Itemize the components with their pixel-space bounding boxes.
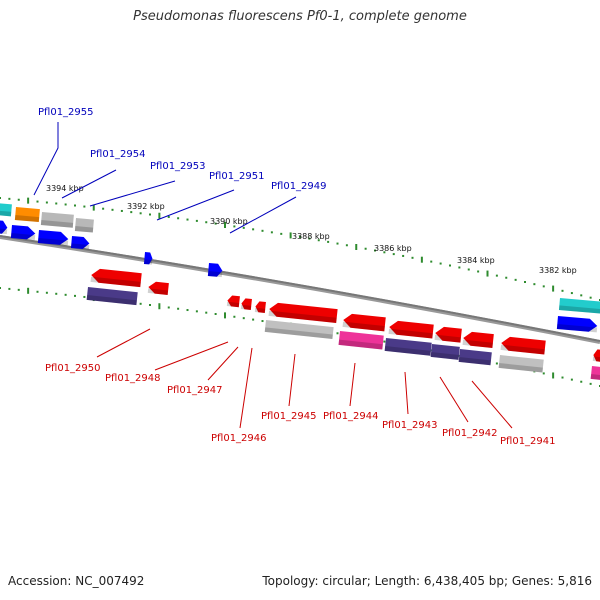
- gene-blue-5: [207, 263, 223, 278]
- gene-blue-left: [0, 220, 8, 235]
- gene-red-5: [254, 301, 266, 313]
- leader-line-2944: [349, 362, 356, 407]
- leader-line-2955: [33, 122, 59, 196]
- gene-purple-1: [86, 287, 138, 306]
- leader-line-2947: [207, 346, 239, 381]
- kbp-label-3390: 3390 kbp: [210, 217, 248, 226]
- accession-text: Accession: NC_007492: [8, 574, 145, 588]
- gene-gray-2: [74, 218, 94, 233]
- leader-line-2951: [156, 189, 235, 221]
- gene-red-10: [462, 331, 494, 349]
- gene-purple-2: [384, 338, 432, 356]
- kbp-label-3392: 3392 kbp: [127, 202, 165, 211]
- leader-line-2943: [404, 371, 409, 415]
- genome-backbone-core: [0, 235, 600, 342]
- gene-label-2955: Pfl01_2955: [38, 107, 94, 118]
- gene-blue-4: [70, 236, 90, 250]
- gene-label-2949: Pfl01_2949: [271, 181, 327, 192]
- gene-cyan-left: [0, 203, 12, 217]
- gene-blue-3: [37, 230, 69, 246]
- gene-label-2947: Pfl01_2947: [167, 385, 223, 396]
- gene-red-4: [240, 298, 252, 310]
- gene-red-7: [342, 313, 386, 332]
- gene-label-2948: Pfl01_2948: [105, 373, 161, 384]
- gene-label-2954: Pfl01_2954: [90, 149, 146, 160]
- gene-purple-4: [458, 349, 492, 366]
- gene-cyan-right: [558, 298, 600, 314]
- gene-label-2953: Pfl01_2953: [150, 161, 206, 172]
- leader-line-2950: [96, 328, 151, 358]
- leader-line-2945: [288, 353, 296, 407]
- gene-label-2941: Pfl01_2941: [500, 436, 556, 447]
- gene-magenta-right: [590, 366, 600, 380]
- genome-summary-text: Topology: circular; Length: 6,438,405 bp…: [262, 574, 592, 588]
- gene-orange: [14, 207, 40, 223]
- gene-magenta: [338, 331, 384, 350]
- gene-blue-right: [556, 316, 598, 333]
- leader-line-2941: [471, 380, 513, 429]
- gene-label-2951: Pfl01_2951: [209, 171, 265, 182]
- gene-red-11: [500, 336, 546, 355]
- leader-line-2946: [239, 347, 253, 429]
- gene-red-6: [268, 302, 338, 324]
- gene-blue-small: [143, 252, 153, 265]
- leader-line-2954: [61, 169, 117, 199]
- gene-label-2942: Pfl01_2942: [442, 428, 498, 439]
- gene-purple-3: [430, 344, 460, 360]
- gene-label-2944: Pfl01_2944: [323, 411, 379, 422]
- leader-line-2953: [89, 180, 176, 207]
- kbp-label-3388: 3388 kbp: [292, 232, 330, 241]
- gene-red-9: [434, 326, 462, 343]
- gene-red-1: [90, 268, 142, 288]
- kbp-label-3384: 3384 kbp: [457, 256, 495, 265]
- leader-line-2948: [154, 341, 229, 371]
- gene-blue-2: [10, 225, 36, 241]
- gene-gray-3: [264, 320, 334, 340]
- gene-label-2946: Pfl01_2946: [211, 433, 267, 444]
- forward-tick-row: [0, 197, 600, 301]
- kbp-label-3382: 3382 kbp: [539, 266, 577, 275]
- gene-red-8: [388, 320, 434, 339]
- leader-line-2949: [229, 196, 297, 234]
- gene-red-2: [147, 281, 169, 296]
- kbp-label-3394: 3394 kbp: [46, 184, 84, 193]
- kbp-label-3386: 3386 kbp: [374, 244, 412, 253]
- map-title: Pseudomonas fluorescens Pf0-1, complete …: [133, 9, 467, 24]
- leader-line-2942: [439, 376, 469, 423]
- gene-label-2943: Pfl01_2943: [382, 420, 438, 431]
- gene-gray-1: [40, 212, 74, 228]
- gene-gray-4: [498, 355, 544, 373]
- gene-label-2950: Pfl01_2950: [45, 363, 101, 374]
- gene-label-2945: Pfl01_2945: [261, 411, 317, 422]
- gene-red-3: [226, 295, 240, 308]
- gene-red-right: [592, 349, 600, 362]
